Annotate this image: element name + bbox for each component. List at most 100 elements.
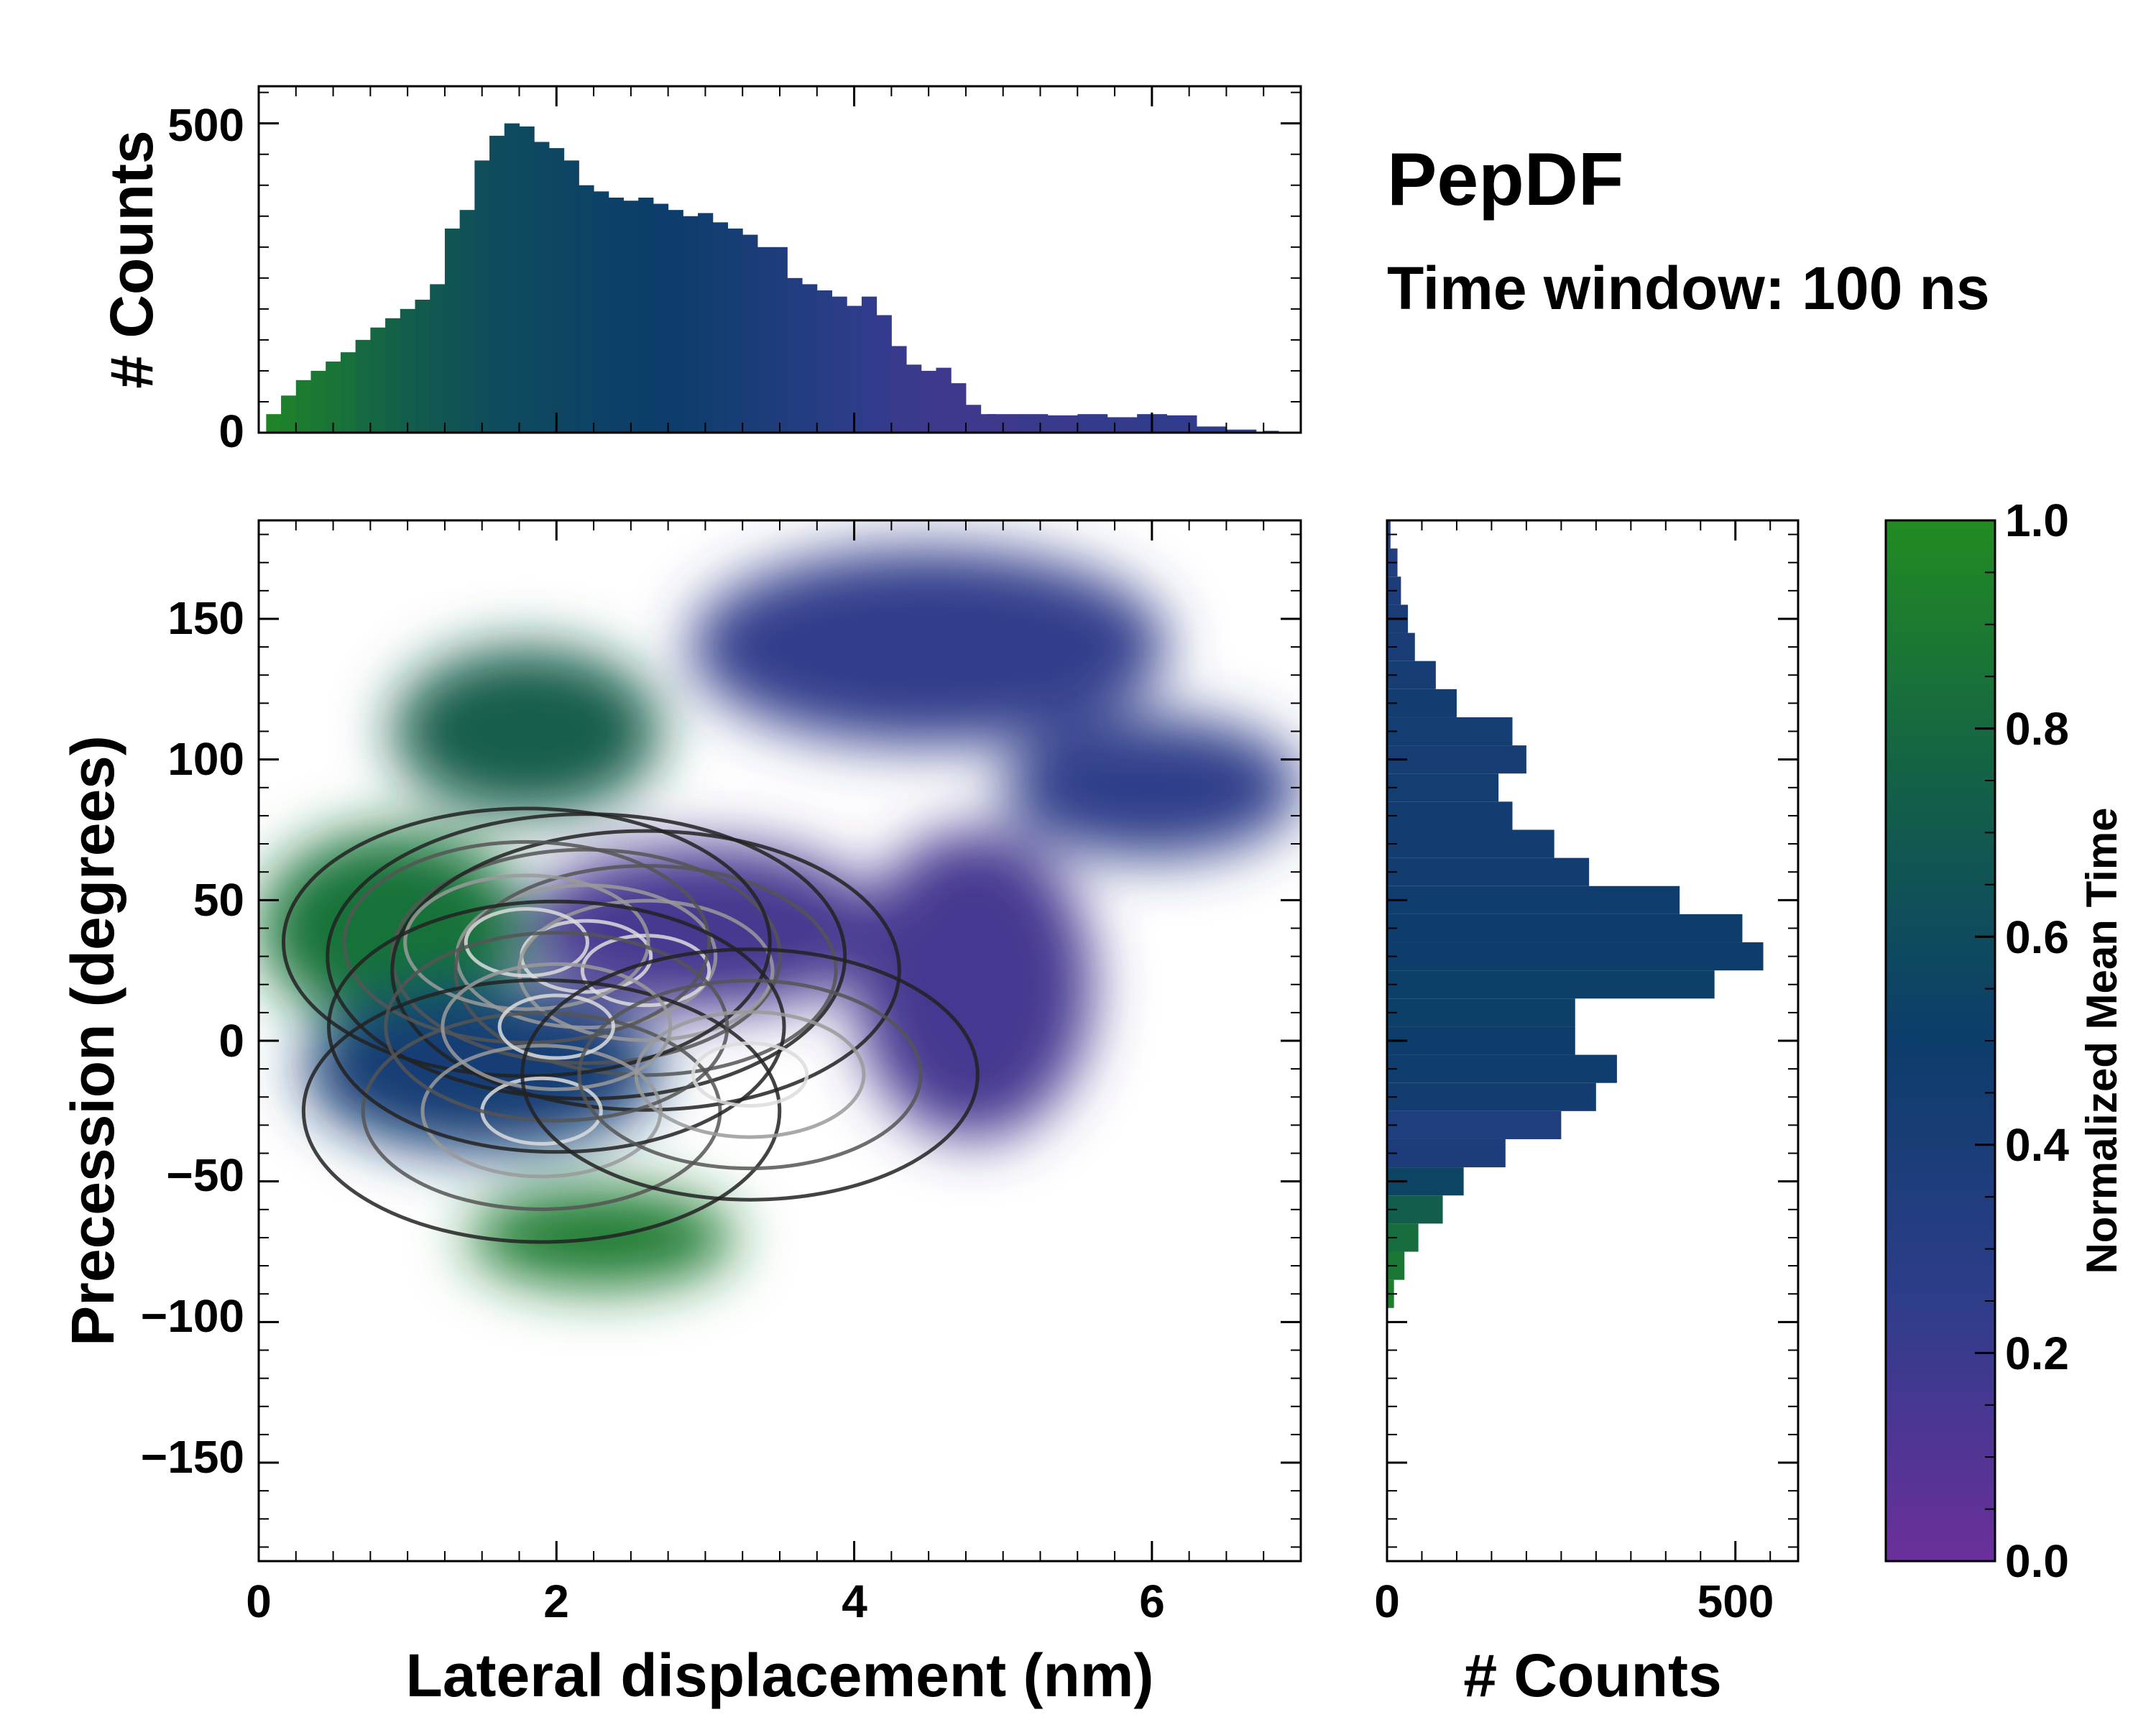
right-histogram-bar <box>1387 689 1457 717</box>
density-contour <box>361 1011 722 1211</box>
top-histogram-bar <box>712 222 728 433</box>
top-histogram-bar <box>891 346 907 433</box>
top-histogram-bar <box>266 414 282 433</box>
density-contour <box>497 993 615 1060</box>
colorbar-tick-label-0: 0.0 <box>2005 1535 2069 1587</box>
main-xlabel: Lateral displacement (nm) <box>406 1642 1154 1709</box>
top-histogram-bar <box>415 299 430 433</box>
top-histogram-bar <box>295 380 311 433</box>
top-histogram-bar <box>965 405 982 433</box>
top-histogram-bar <box>847 305 862 433</box>
right-histogram-bar <box>1387 970 1715 999</box>
top-histogram-bar <box>787 277 803 433</box>
top-histogram-bar <box>1047 415 1078 433</box>
density-blob <box>1003 717 1301 858</box>
right-histogram-bar <box>1387 886 1680 914</box>
right-histogram-bar <box>1387 829 1554 858</box>
right-histogram-bar <box>1387 1110 1562 1139</box>
top-histogram-bar <box>326 362 341 433</box>
density-contour <box>634 1010 866 1139</box>
right-xtick-label-500: 500 <box>1697 1576 1774 1627</box>
top-histogram-bar <box>727 228 743 433</box>
top-histogram-bar <box>281 395 297 433</box>
right-histogram: 0 500 # Counts <box>1374 519 1800 1709</box>
density-contour <box>464 906 589 978</box>
xtick-label-6: 6 <box>1139 1576 1165 1627</box>
top-histogram-bar <box>698 213 714 433</box>
top-histogram-bar <box>400 308 415 433</box>
top-histogram-bar <box>936 367 952 433</box>
top-histogram-bar <box>1077 414 1108 433</box>
colorbar-tick-label-0.8: 0.8 <box>2005 703 2069 755</box>
xtick-label-4: 4 <box>842 1576 867 1627</box>
right-histogram-bar <box>1387 914 1743 943</box>
ytick-label-50: 50 <box>193 874 244 926</box>
top-histogram-bar <box>683 216 699 433</box>
top-histogram-bar <box>385 318 401 433</box>
ytick-label-150: 150 <box>167 592 244 644</box>
right-histogram-bar <box>1387 857 1590 886</box>
ytick-label-minus150: −150 <box>141 1431 244 1483</box>
density-blob <box>259 829 527 1027</box>
right-histogram-bar <box>1387 1138 1506 1168</box>
right-histogram-bar <box>1387 1026 1575 1055</box>
top-histogram-bar <box>668 210 683 433</box>
colorbar-gradient <box>1884 519 1996 1563</box>
top-histogram-bar <box>816 290 832 433</box>
colorbar: 0.0 0.2 0.4 0.6 0.8 1.0 Normalized Mean … <box>1884 494 2126 1587</box>
top-histogram-bar <box>742 234 758 433</box>
right-histogram-bar <box>1387 1054 1617 1083</box>
top-ytick-label-500: 500 <box>167 99 244 151</box>
right-histogram-bar <box>1387 1082 1596 1111</box>
top-histogram-bar <box>519 126 535 433</box>
density-contour <box>691 1041 809 1108</box>
top-histogram-bar <box>504 123 520 433</box>
ytick-label-minus50: −50 <box>166 1149 244 1201</box>
right-histogram-bar <box>1387 717 1513 746</box>
density-contour <box>520 947 980 1202</box>
top-histogram-bar <box>534 142 550 433</box>
top-histogram-bar <box>1226 429 1257 433</box>
top-histogram-bar <box>548 148 565 433</box>
top-histogram-bar <box>474 160 490 433</box>
right-histogram-bar <box>1387 998 1575 1027</box>
top-ytick-label-0: 0 <box>218 405 244 457</box>
colorbar-tick-label-0.6: 0.6 <box>2005 911 2069 963</box>
right-histogram-bar <box>1387 801 1513 830</box>
right-histogram-bar <box>1387 942 1764 971</box>
right-xlabel: # Counts <box>1463 1642 1721 1709</box>
top-histogram-bar <box>563 160 579 433</box>
top-histogram-bar <box>608 197 624 433</box>
top-histogram-bar <box>876 315 892 433</box>
top-histogram-bar <box>623 201 639 433</box>
figure-subtitle: Time window: 100 ns <box>1387 254 1990 322</box>
top-histogram: 0 500 # Counts <box>98 85 1302 457</box>
main-ylabel: Precession (degrees) <box>59 735 126 1346</box>
right-histogram-bar <box>1387 773 1499 802</box>
main-2d-histogram: 0 2 4 6 −150 −100 −50 0 50 100 150 Later… <box>59 519 1302 1709</box>
top-histogram-bar <box>310 370 326 433</box>
density-contour <box>384 931 729 1123</box>
density-contour <box>326 899 786 1154</box>
top-histogram-bar <box>355 339 371 433</box>
xtick-label-2: 2 <box>543 1576 569 1627</box>
figure-title: PepDF <box>1387 138 1623 221</box>
ytick-label-minus100: −100 <box>141 1290 244 1342</box>
top-histogram-bar <box>444 228 461 433</box>
right-xtick-label-0: 0 <box>1374 1576 1400 1627</box>
density-layer <box>259 548 1301 1289</box>
top-histogram-bar <box>951 383 967 433</box>
density-contour <box>342 840 711 1045</box>
top-histogram-bar <box>906 364 922 433</box>
density-contour <box>420 1044 663 1179</box>
xtick-label-0: 0 <box>246 1576 272 1627</box>
top-histogram-bar <box>772 247 788 433</box>
density-contour <box>517 898 775 1042</box>
top-histogram-bar <box>340 352 356 433</box>
top-histogram-bar <box>1018 414 1049 433</box>
density-contour <box>441 962 673 1092</box>
density-contour <box>580 934 711 1008</box>
top-histogram-bar <box>921 370 936 433</box>
density-contour <box>281 806 772 1078</box>
